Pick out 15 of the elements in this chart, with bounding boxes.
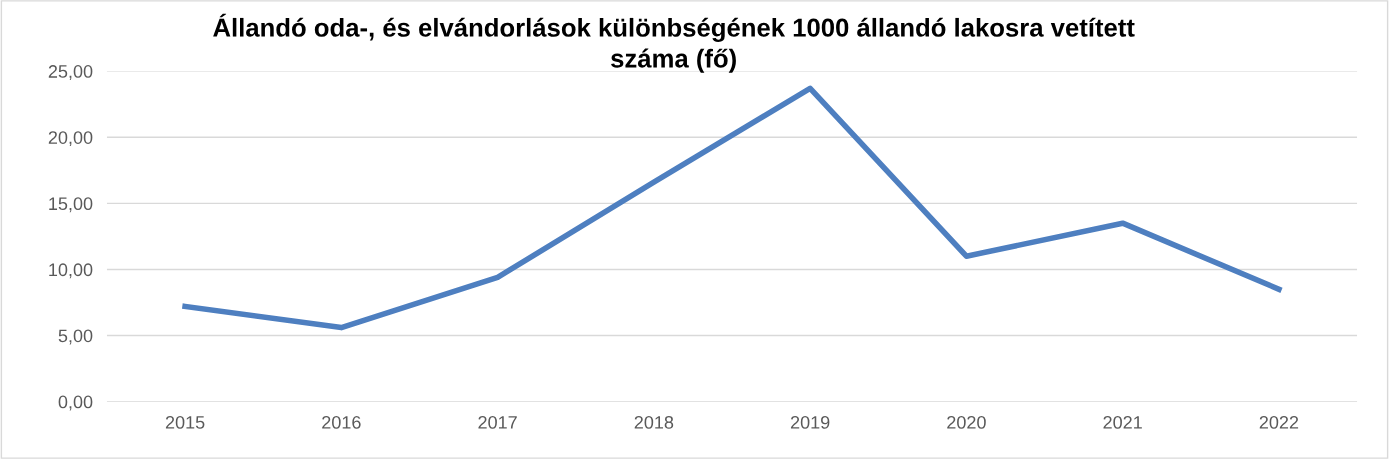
y-tick-label: 20,00 bbox=[48, 131, 93, 147]
x-tick-label: 2016 bbox=[322, 415, 361, 429]
x-tick-label: 2020 bbox=[947, 415, 986, 429]
x-tick-label: 2019 bbox=[790, 415, 830, 429]
y-tick-label: 5,00 bbox=[58, 329, 93, 345]
y-tick-label: 10,00 bbox=[49, 263, 93, 279]
x-tick-label: 2015 bbox=[165, 415, 205, 429]
y-tick-label: 25,00 bbox=[48, 65, 93, 80]
y-tick-label: 0,00 bbox=[58, 395, 93, 411]
x-tick-label: 2018 bbox=[634, 415, 674, 429]
x-tick-label: 2017 bbox=[478, 415, 517, 429]
x-tick-label: 2022 bbox=[1259, 415, 1299, 429]
chart-title: Állandó oda-, és elvándorlások különbségének 1000 állandó lakosra vetített száma (fő) bbox=[213, 13, 1135, 73]
x-tick-label: 2021 bbox=[1103, 415, 1142, 429]
y-tick-label: 15,00 bbox=[49, 197, 93, 213]
